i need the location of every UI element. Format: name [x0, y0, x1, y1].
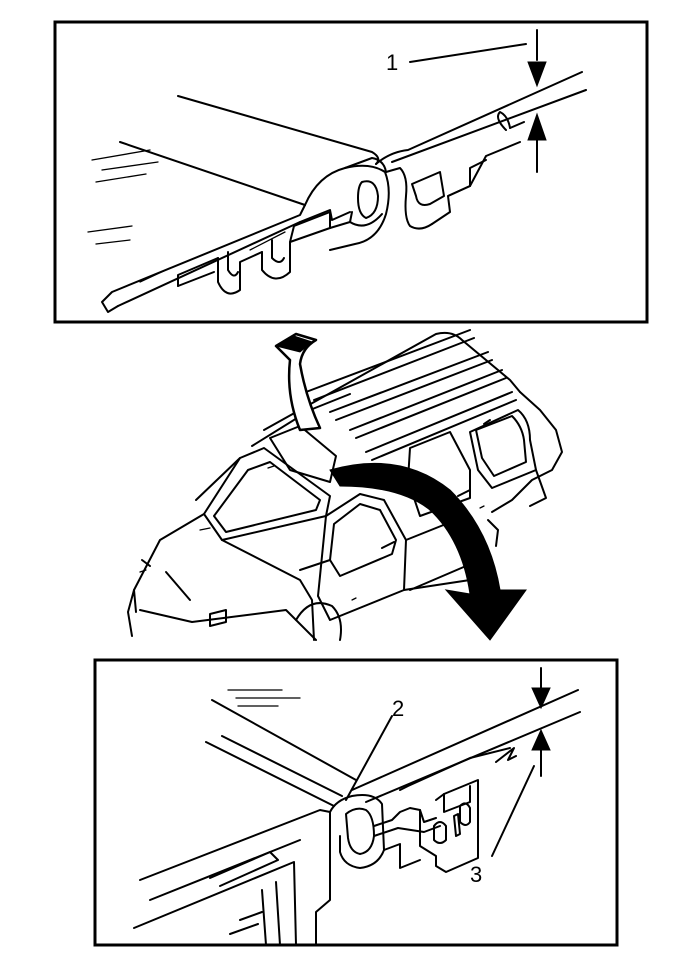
bottom-detail-panel: 2 3 — [93, 658, 619, 947]
callout-3-label: 3 — [470, 862, 482, 887]
bottom-panel-frame — [93, 658, 619, 947]
dimension-arrows-1 — [409, 29, 547, 173]
roof-outline — [263, 331, 521, 431]
roof-joint-area — [269, 425, 337, 483]
hood — [133, 513, 205, 613]
top-joint-molding-left — [177, 157, 390, 295]
callout-1-label: 1 — [386, 50, 398, 75]
rear-quarter-window — [469, 409, 537, 489]
front-wheel-arch — [295, 602, 342, 641]
rear-body — [491, 391, 563, 513]
bottom-clip-bracket — [399, 747, 517, 873]
top-detail-panel: 1 — [53, 20, 649, 324]
dimension-arrows-3 — [491, 667, 551, 857]
front-door-window — [329, 503, 397, 577]
callout-2-leader — [345, 715, 393, 801]
top-joint-molding-right — [375, 71, 587, 230]
top-panel-frame — [53, 20, 649, 324]
bottom-joint-molding — [329, 794, 441, 869]
arrow-down-to-bottom-detail — [329, 462, 527, 641]
vehicle-illustration — [127, 329, 563, 641]
front-door — [317, 493, 407, 621]
callout-2-label: 2 — [392, 696, 404, 721]
arrow-up-to-top-detail — [274, 332, 322, 432]
